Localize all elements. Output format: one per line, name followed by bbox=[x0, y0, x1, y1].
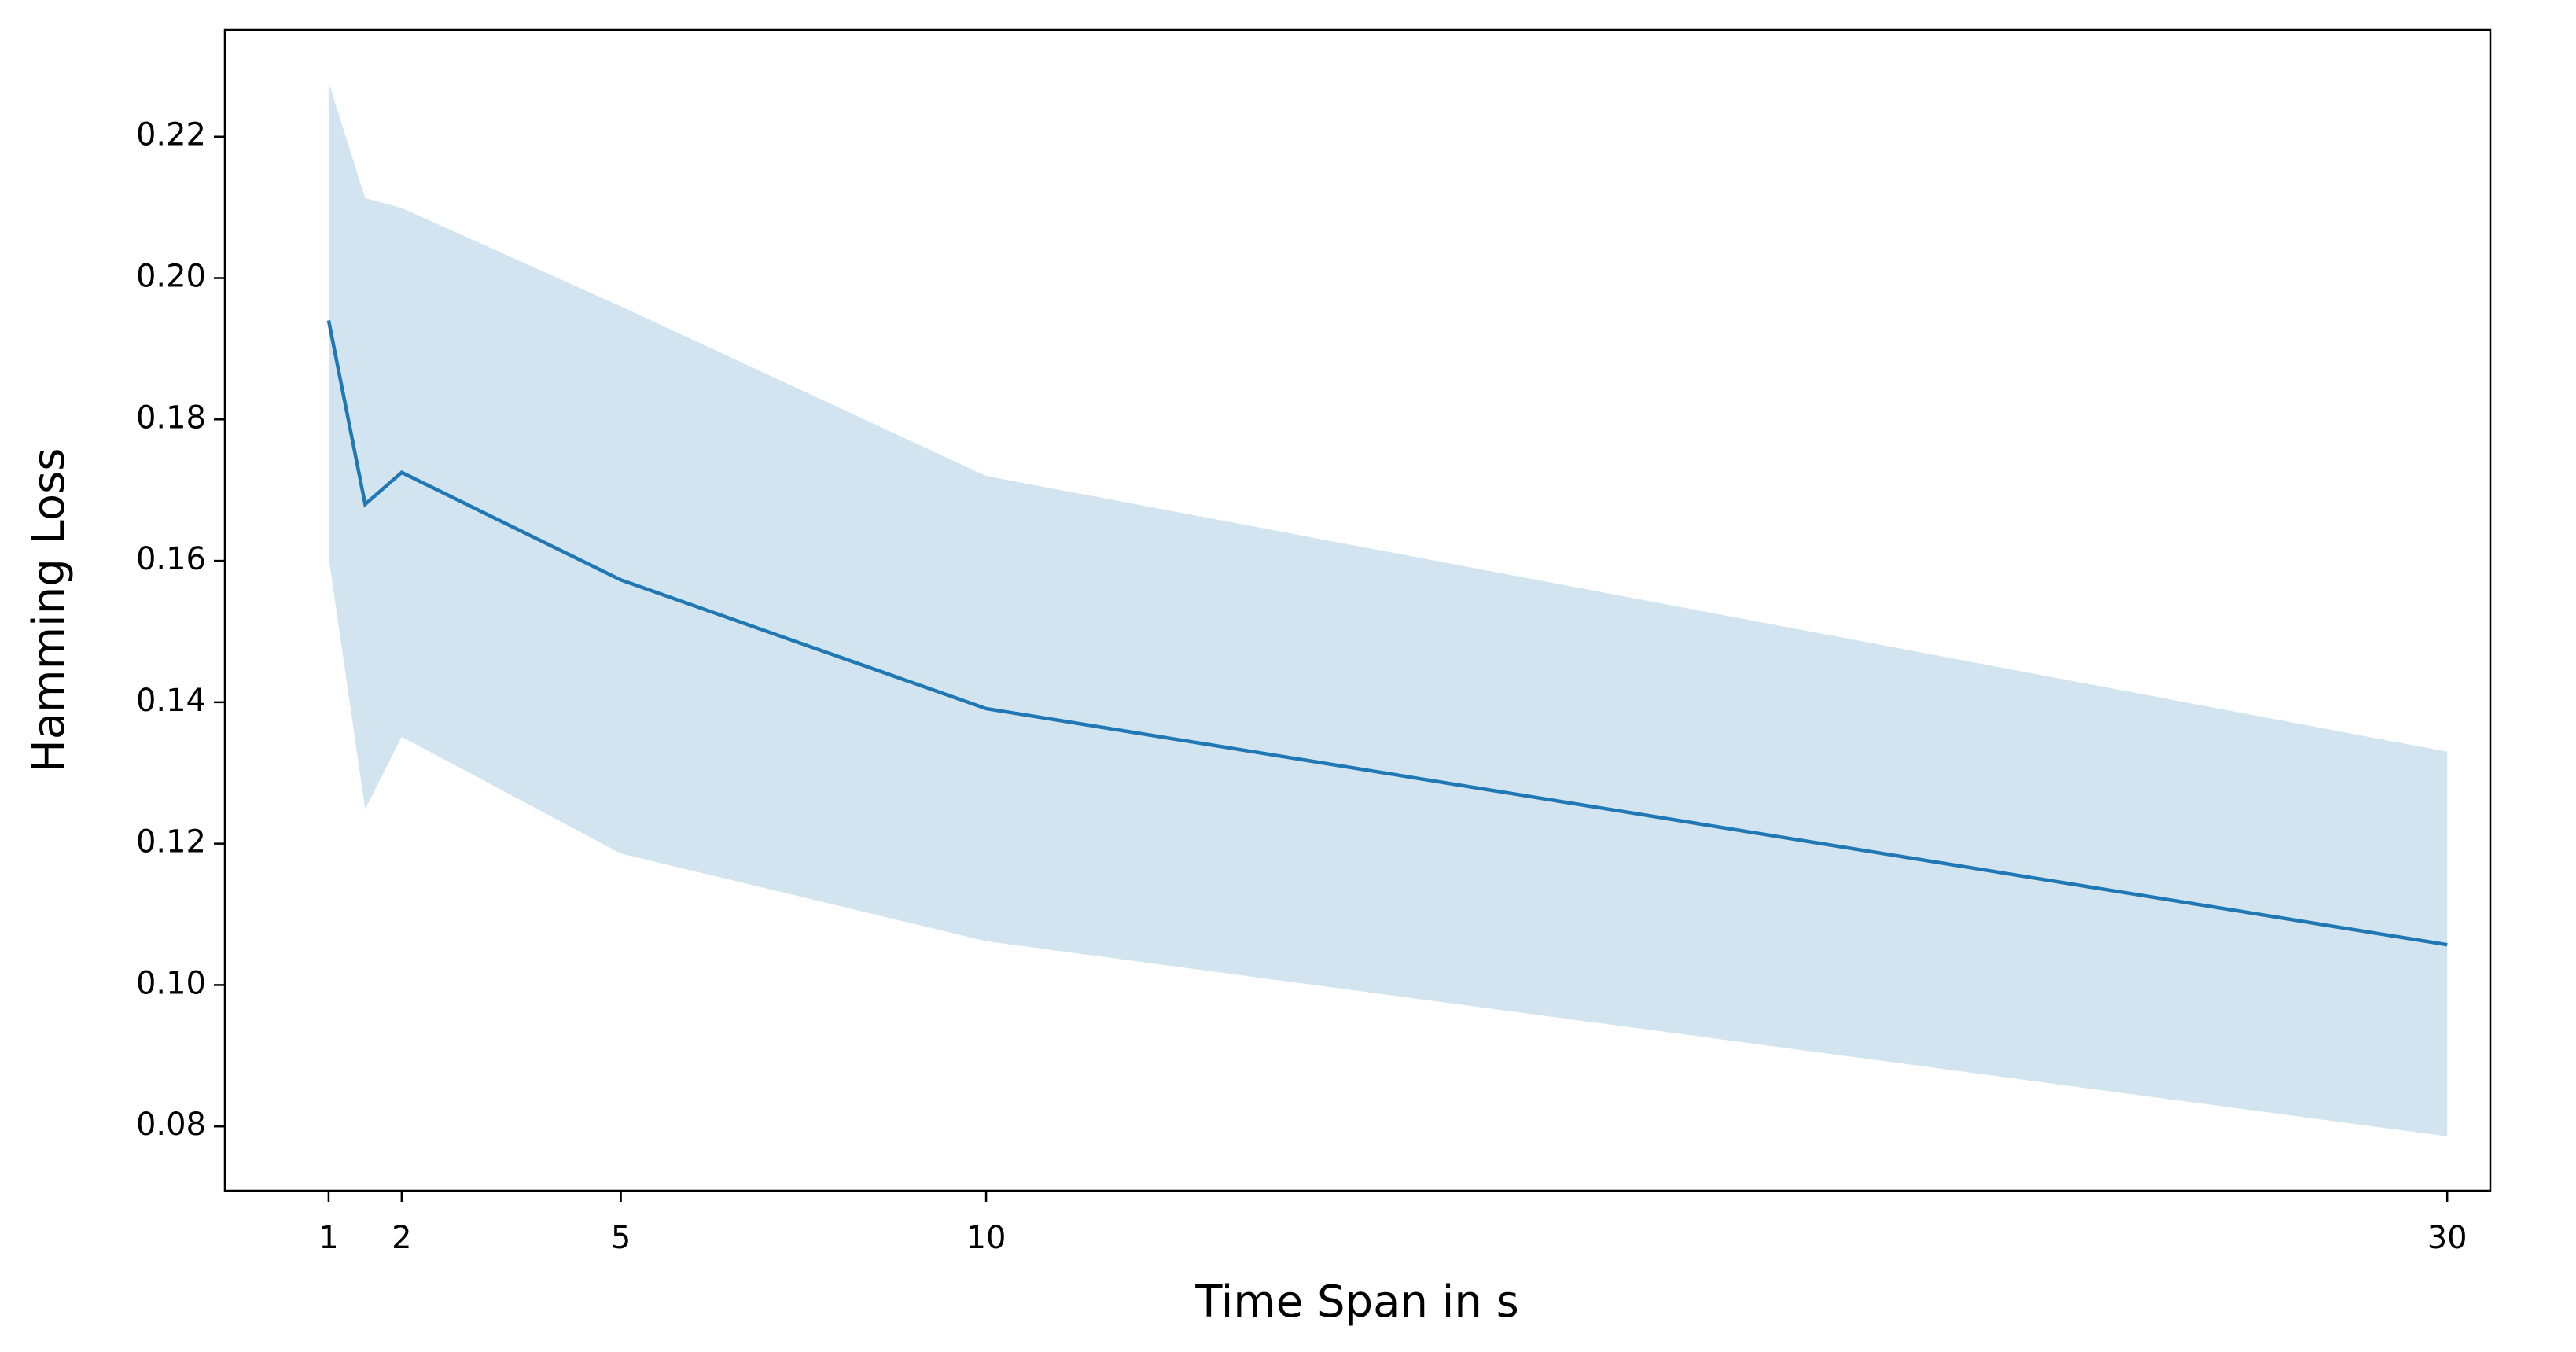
y-tick-label: 0.10 bbox=[136, 965, 206, 1001]
confidence-band bbox=[328, 82, 2448, 1136]
data-line bbox=[326, 320, 2448, 947]
x-tick-label: 30 bbox=[2427, 1220, 2467, 1256]
x-axis-label: Time Span in s bbox=[1194, 1276, 1519, 1328]
y-axis-label: Hamming Loss bbox=[24, 448, 75, 773]
y-tick-label: 0.14 bbox=[136, 683, 206, 719]
y-tick-label: 0.22 bbox=[136, 117, 206, 153]
y-tick-label: 0.08 bbox=[136, 1107, 206, 1143]
x-tick-label: 1 bbox=[318, 1220, 338, 1256]
x-tick-label: 10 bbox=[966, 1220, 1006, 1256]
y-tick-label: 0.16 bbox=[136, 541, 206, 577]
y-tick-label: 0.12 bbox=[136, 824, 206, 860]
x-tick-label: 2 bbox=[392, 1220, 411, 1256]
y-tick-label: 0.18 bbox=[136, 400, 206, 436]
x-tick-label: 5 bbox=[611, 1220, 631, 1256]
plot-frame bbox=[223, 28, 2492, 1192]
y-tick-label: 0.20 bbox=[136, 259, 206, 295]
